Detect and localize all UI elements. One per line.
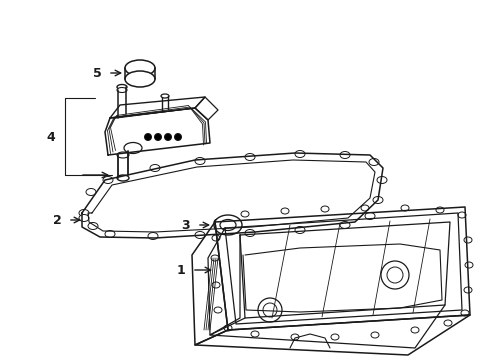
- Ellipse shape: [372, 197, 382, 203]
- Ellipse shape: [250, 331, 259, 337]
- Ellipse shape: [117, 85, 127, 90]
- Ellipse shape: [320, 206, 328, 212]
- Ellipse shape: [195, 231, 204, 239]
- Ellipse shape: [125, 71, 155, 87]
- Ellipse shape: [294, 150, 305, 158]
- Ellipse shape: [161, 94, 169, 98]
- Ellipse shape: [125, 60, 155, 76]
- Ellipse shape: [117, 152, 129, 158]
- Ellipse shape: [241, 211, 248, 217]
- Ellipse shape: [210, 255, 219, 261]
- Ellipse shape: [212, 282, 220, 288]
- Ellipse shape: [339, 152, 349, 158]
- Ellipse shape: [220, 220, 236, 230]
- Text: 5: 5: [93, 67, 102, 80]
- Ellipse shape: [164, 134, 171, 140]
- Text: 3: 3: [181, 219, 190, 231]
- Ellipse shape: [380, 261, 408, 289]
- Text: 4: 4: [46, 131, 55, 144]
- Ellipse shape: [124, 143, 142, 153]
- Ellipse shape: [463, 287, 471, 293]
- Ellipse shape: [290, 334, 298, 340]
- Ellipse shape: [79, 215, 89, 221]
- Ellipse shape: [463, 237, 471, 243]
- Ellipse shape: [370, 332, 378, 338]
- Ellipse shape: [244, 230, 254, 237]
- Ellipse shape: [224, 325, 231, 331]
- Ellipse shape: [150, 165, 160, 171]
- Ellipse shape: [148, 233, 158, 239]
- Ellipse shape: [88, 222, 98, 230]
- Ellipse shape: [460, 310, 468, 316]
- Ellipse shape: [400, 205, 408, 211]
- Ellipse shape: [330, 334, 338, 340]
- Ellipse shape: [281, 208, 288, 214]
- Ellipse shape: [410, 327, 418, 333]
- Ellipse shape: [360, 205, 368, 211]
- Ellipse shape: [174, 134, 181, 140]
- Ellipse shape: [368, 158, 378, 166]
- Ellipse shape: [117, 175, 129, 181]
- Ellipse shape: [435, 207, 443, 213]
- Ellipse shape: [457, 212, 465, 218]
- Ellipse shape: [117, 87, 127, 93]
- Ellipse shape: [294, 226, 305, 234]
- Ellipse shape: [105, 230, 115, 238]
- Ellipse shape: [364, 212, 374, 220]
- Ellipse shape: [339, 221, 349, 229]
- Ellipse shape: [195, 158, 204, 165]
- Ellipse shape: [144, 134, 151, 140]
- Ellipse shape: [214, 215, 242, 235]
- Ellipse shape: [244, 153, 254, 161]
- Ellipse shape: [258, 298, 282, 322]
- Ellipse shape: [214, 219, 222, 225]
- Ellipse shape: [154, 134, 161, 140]
- Text: 2: 2: [53, 213, 62, 226]
- Ellipse shape: [464, 262, 472, 268]
- Ellipse shape: [79, 210, 89, 216]
- Ellipse shape: [214, 307, 222, 313]
- Ellipse shape: [376, 176, 386, 184]
- Ellipse shape: [212, 235, 220, 241]
- Ellipse shape: [86, 189, 96, 195]
- Ellipse shape: [103, 176, 113, 184]
- Ellipse shape: [443, 320, 451, 326]
- Text: 1: 1: [176, 264, 184, 276]
